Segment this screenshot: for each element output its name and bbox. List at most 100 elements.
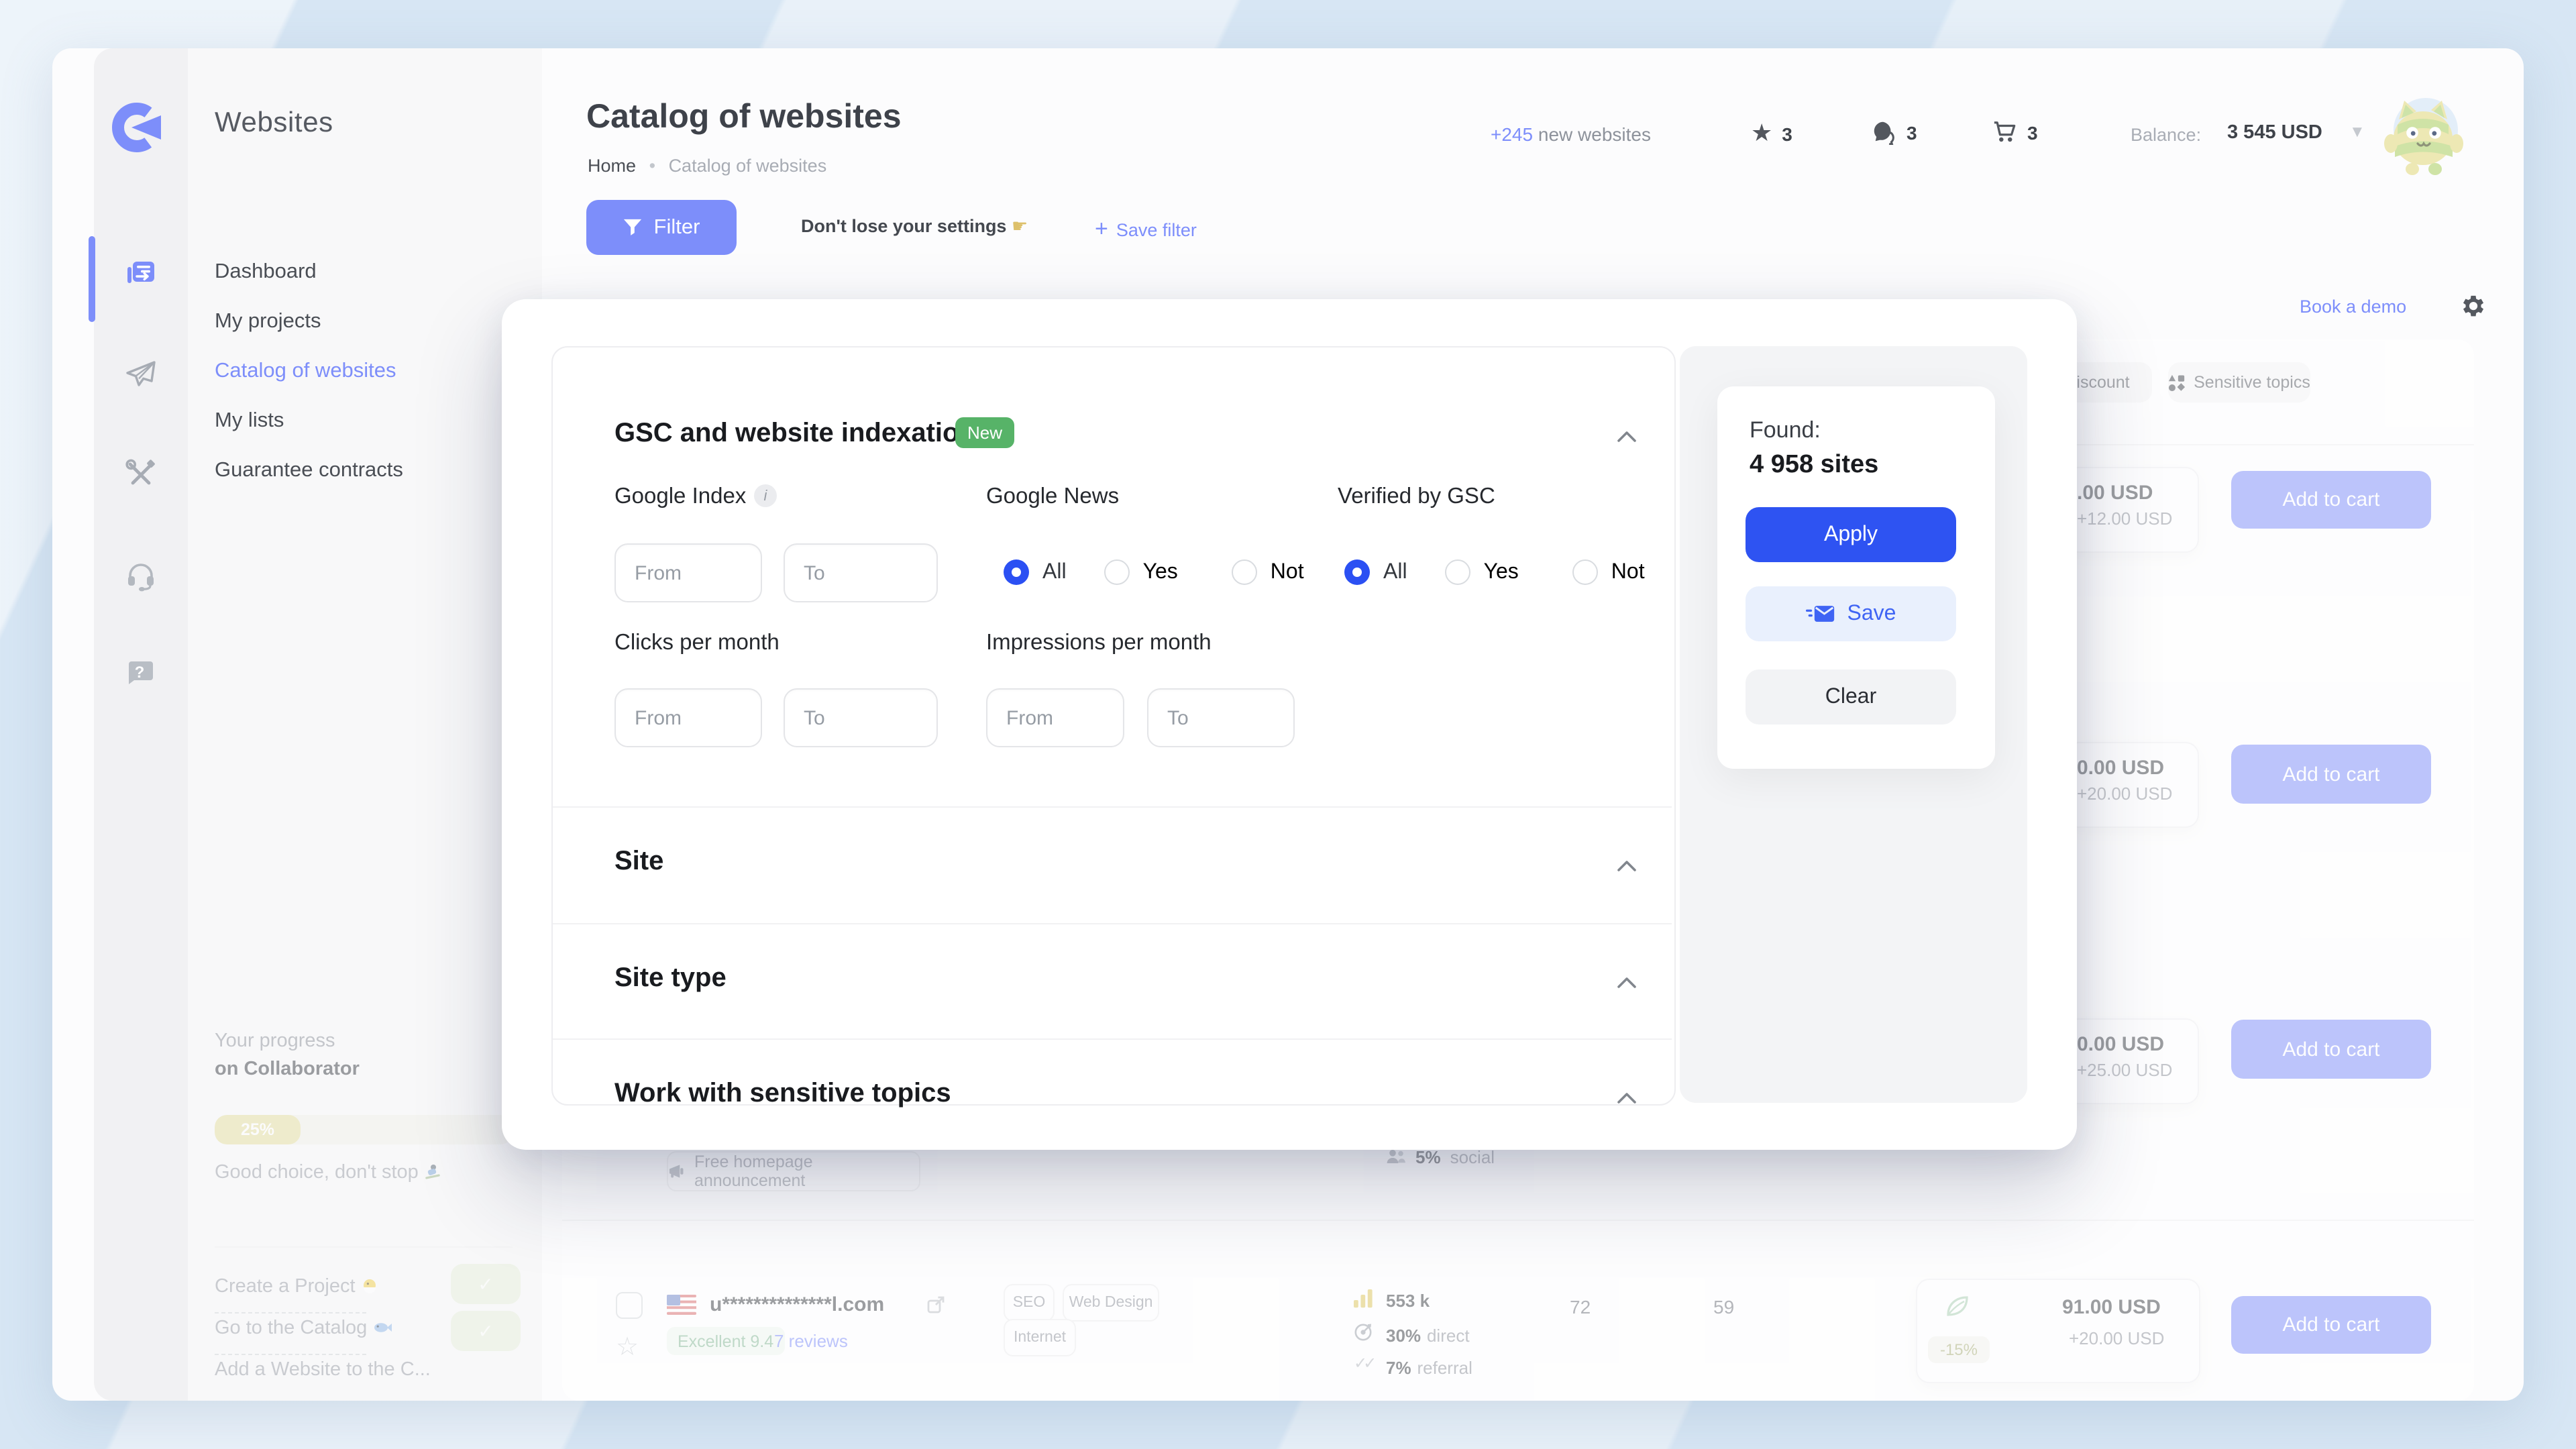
- clicks-from-input[interactable]: [614, 688, 762, 747]
- new-websites-counter: +245 new websites: [1491, 123, 1651, 145]
- fish-emoji: [374, 1323, 392, 1332]
- impressions-to-input[interactable]: [1147, 688, 1295, 747]
- row-tag: SEO: [1004, 1284, 1055, 1322]
- book-a-demo-link[interactable]: Book a demo: [2300, 297, 2407, 317]
- row-price-card: 0.00 USD +25.00 USD: [2065, 1018, 2199, 1104]
- double-check-icon: ✓✓: [1354, 1354, 1377, 1373]
- dashboard-section-icon[interactable]: [107, 250, 174, 295]
- site-type-section-title: Site type: [614, 963, 727, 993]
- balance-label: Balance:: [2131, 125, 2202, 145]
- support-headset-icon[interactable]: [107, 554, 174, 600]
- apply-button[interactable]: Apply: [1746, 507, 1956, 562]
- task-underline: [215, 1352, 366, 1355]
- avatar[interactable]: [2381, 90, 2467, 178]
- task-done-check-1[interactable]: ✓: [451, 1264, 521, 1304]
- google-index-to-input[interactable]: [784, 543, 938, 602]
- task-add-website[interactable]: Add a Website to the C...: [215, 1359, 431, 1381]
- task-create-project[interactable]: Create a Project: [215, 1276, 378, 1297]
- svg-text:?: ?: [135, 663, 145, 682]
- cart-icon: [1994, 121, 2016, 142]
- verified-by-gsc-label: Verified by GSC: [1338, 484, 1495, 508]
- radio-not[interactable]: [1572, 559, 1598, 585]
- add-to-cart-button[interactable]: Add to cart: [2231, 471, 2431, 529]
- messages-counter[interactable]: 3: [1872, 119, 1917, 145]
- row-tag: Web Design: [1063, 1284, 1159, 1322]
- radio-yes[interactable]: [1104, 559, 1130, 585]
- balance-caret-icon[interactable]: ▼: [2349, 122, 2365, 141]
- favorite-star-icon[interactable]: ☆: [616, 1334, 639, 1362]
- google-index-label: Google Index: [614, 484, 747, 508]
- task-go-to-catalog[interactable]: Go to the Catalog: [215, 1318, 392, 1339]
- radio-all-selected[interactable]: [1344, 559, 1370, 585]
- projects-section-icon[interactable]: [107, 352, 174, 397]
- found-card: Found: 4 958 sites Apply Save Clear: [1717, 386, 1995, 769]
- feather-icon: [1947, 1296, 1968, 1316]
- traffic-value: 553 k: [1386, 1291, 1430, 1311]
- add-to-cart-button[interactable]: Add to cart: [2231, 1020, 2431, 1079]
- save-button[interactable]: Save: [1746, 586, 1956, 641]
- row-price: .00 USD: [2077, 482, 2153, 504]
- rating-badge: Excellent 9.4: [667, 1327, 785, 1355]
- balance-value[interactable]: 3 545 USD: [2227, 122, 2322, 144]
- google-index-from-input[interactable]: [614, 543, 762, 602]
- filter-hint: Don't lose your settings ☛: [801, 216, 1028, 236]
- impressions-from-input[interactable]: [986, 688, 1124, 747]
- us-flag-icon: [667, 1295, 696, 1315]
- clicks-to-input[interactable]: [784, 688, 938, 747]
- external-link-icon[interactable]: [927, 1296, 945, 1313]
- new-badge: New: [955, 417, 1015, 448]
- cart-counter[interactable]: 3: [1992, 119, 2038, 145]
- filter-modal: GSC and website indexation New Google In…: [502, 299, 2077, 1150]
- breadcrumb-home[interactable]: Home: [588, 156, 637, 176]
- progress-fill: 25%: [215, 1115, 301, 1144]
- reviews-link[interactable]: 7 reviews: [774, 1331, 848, 1351]
- impressions-label: Impressions per month: [986, 631, 1212, 655]
- row-divider: [562, 1220, 2474, 1221]
- sidebar-item-my-lists[interactable]: My lists: [215, 409, 284, 432]
- collapse-chevron-icon[interactable]: [1617, 425, 1637, 449]
- pointing-hand-emoji: ☛: [1012, 216, 1028, 236]
- settings-gear-icon[interactable]: [2459, 292, 2487, 327]
- collapse-chevron-icon[interactable]: [1617, 855, 1637, 879]
- radio-yes[interactable]: [1444, 559, 1470, 585]
- plus-icon: +: [1095, 216, 1108, 241]
- filter-button[interactable]: Filter: [586, 200, 737, 255]
- info-icon[interactable]: i: [754, 484, 777, 507]
- section-divider: [553, 806, 1672, 808]
- add-to-cart-button[interactable]: Add to cart: [2231, 745, 2431, 804]
- row-extra-price: +12.00 USD: [2077, 508, 2173, 529]
- help-icon[interactable]: ?: [107, 651, 174, 696]
- sidebar-item-catalog-of-websites[interactable]: Catalog of websites: [215, 360, 396, 382]
- tools-section-icon[interactable]: [107, 451, 174, 496]
- site-section-title: Site: [614, 847, 664, 876]
- sidebar-item-my-projects[interactable]: My projects: [215, 310, 321, 333]
- add-to-cart-button[interactable]: Add to cart: [2231, 1296, 2431, 1354]
- sidebar-item-dashboard[interactable]: Dashboard: [215, 260, 317, 283]
- bottom-extra-price: +20.00 USD: [2069, 1328, 2165, 1348]
- clicks-label: Clicks per month: [614, 631, 780, 655]
- section-divider: [553, 923, 1672, 924]
- sensitive-topics-tag[interactable]: Sensitive topics: [2168, 362, 2310, 402]
- row-checkbox[interactable]: [616, 1292, 643, 1319]
- collapse-chevron-icon[interactable]: [1617, 1087, 1637, 1111]
- clear-button[interactable]: Clear: [1746, 669, 1956, 724]
- new-websites-count[interactable]: +245: [1491, 123, 1534, 145]
- sidebar-item-guarantee-contracts[interactable]: Guarantee contracts: [215, 459, 403, 482]
- radio-all-selected[interactable]: [1004, 559, 1029, 585]
- app-logo[interactable]: [110, 101, 164, 154]
- found-panel: Found: 4 958 sites Apply Save Clear: [1680, 346, 2027, 1103]
- collapse-chevron-icon[interactable]: [1617, 971, 1637, 996]
- radio-not[interactable]: [1231, 559, 1257, 585]
- progress-track: 25%: [215, 1115, 513, 1144]
- google-news-label: Google News: [986, 484, 1120, 508]
- row-domain[interactable]: u**************l.com: [710, 1293, 885, 1316]
- sensitive-topics-section-title: Work with sensitive topics: [614, 1079, 951, 1108]
- row-tag: Internet: [1004, 1319, 1076, 1356]
- traffic-bars-icon: [1354, 1289, 1373, 1308]
- task-done-check-2[interactable]: ✓: [451, 1311, 521, 1351]
- save-filter-button[interactable]: + Save filter: [1095, 216, 1197, 241]
- social-metric: 5% social: [1386, 1147, 1495, 1167]
- favorites-counter[interactable]: ★ 3: [1751, 119, 1792, 146]
- people-icon: [1387, 1150, 1405, 1163]
- sidebar-progress-group: Your progress on Collaborator 25% Good c…: [52, 48, 542, 1401]
